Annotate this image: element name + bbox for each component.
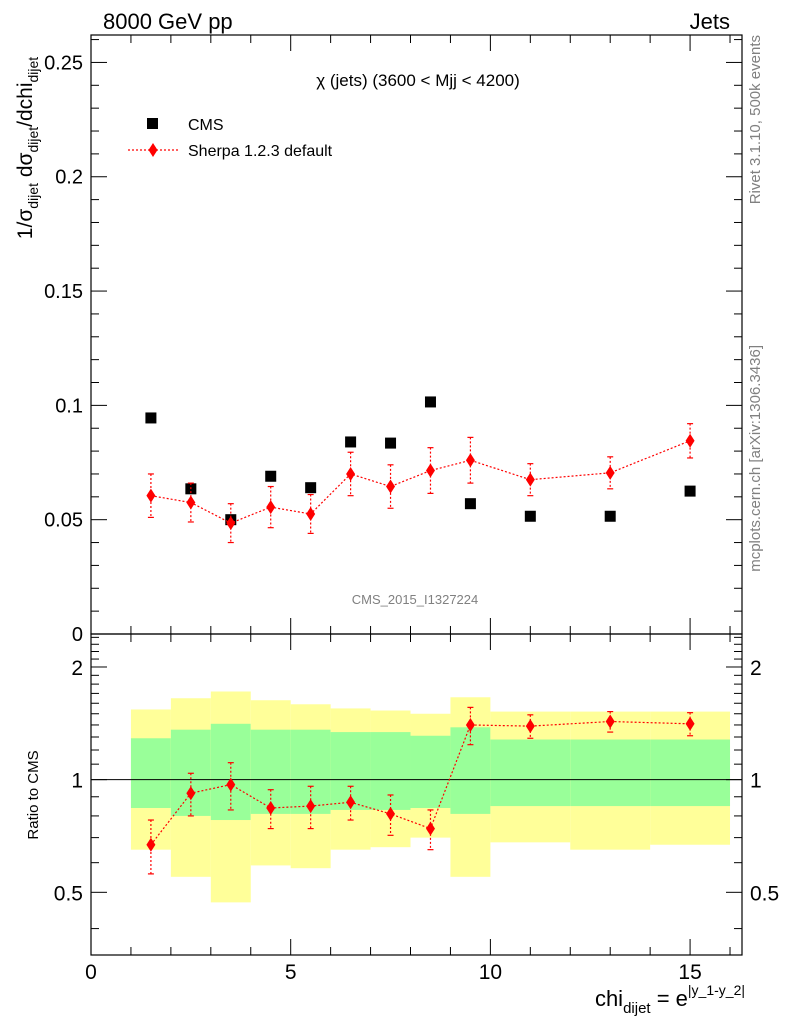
- ratio-point: [186, 786, 196, 801]
- ratio-band-inner: [570, 739, 651, 807]
- cms-point: [145, 412, 157, 424]
- cms-point: [424, 396, 436, 408]
- cms-point: [604, 510, 616, 522]
- ratio-point: [146, 837, 156, 852]
- main-y-tick-label: 0: [72, 624, 83, 646]
- legend-marker-sherpa: [148, 143, 158, 157]
- cms-point: [684, 485, 696, 497]
- main-panel: 0 0.05 0.1 0.15 0.2 0.25 χ (jets) (3600 < Mjj…: [14, 34, 743, 646]
- ratio-point: [425, 821, 435, 836]
- ratio-band-inner: [650, 739, 731, 807]
- ratio-point: [685, 716, 695, 731]
- analysis-watermark: CMS_2015_I1327224: [352, 592, 479, 607]
- ratio-line: [150, 720, 691, 846]
- legend: CMS Sherpa 1.2.3 default: [128, 117, 333, 160]
- x-tick-label: 5: [285, 961, 297, 984]
- ratio-y-tick-label-left: 1: [71, 770, 83, 793]
- ratio-y-tick-label-right: 1: [750, 770, 762, 793]
- sherpa-point: [306, 506, 316, 521]
- ratio-point: [465, 717, 475, 732]
- main-y-tick-label: 0.2: [55, 167, 83, 189]
- sherpa-point: [386, 479, 396, 494]
- x-tick-label: 10: [479, 961, 502, 984]
- ratio-band-inner: [410, 735, 451, 808]
- x-tick-label: 0: [85, 961, 97, 984]
- ratio-y-tick-label-right: 2: [750, 657, 762, 680]
- sherpa-point: [346, 466, 356, 481]
- legend-label-sherpa: Sherpa 1.2.3 default: [188, 143, 333, 160]
- main-y-tick-label: 0.05: [44, 510, 83, 532]
- sherpa-point: [525, 472, 535, 487]
- cms-point: [464, 498, 476, 510]
- cms-point: [385, 437, 397, 449]
- cms-point: [305, 482, 317, 494]
- x-tick-label: 15: [678, 961, 701, 984]
- main-y-tick-label: 0.15: [44, 281, 83, 303]
- ratio-point: [605, 714, 615, 729]
- ratio-point: [346, 795, 356, 810]
- main-y-tick-label: 0.25: [44, 52, 83, 74]
- cms-point: [524, 510, 536, 522]
- ratio-y-tick-label-left: 0.5: [54, 882, 83, 905]
- sherpa-point: [465, 453, 475, 468]
- ratio-band-inner: [490, 739, 571, 807]
- ratio-point: [306, 799, 316, 814]
- legend-label-cms: CMS: [188, 117, 224, 134]
- main-y-tick-label: 0.1: [55, 395, 83, 417]
- ratio-point: [386, 806, 396, 821]
- x-axis-label: chidijet = e|y_1-y_2|: [595, 982, 745, 1017]
- sherpa-point: [425, 463, 435, 478]
- ratio-y-tick-label-right: 0.5: [750, 882, 779, 905]
- sherpa-point: [605, 465, 615, 480]
- ratio-point: [525, 719, 535, 734]
- mcplots-label: mcplots.cern.ch [arXiv:1306.3436]: [747, 345, 764, 572]
- ratio-y-axis-label: Ratio to CMS: [25, 750, 42, 839]
- ratio-frame: [90, 633, 743, 956]
- cms-point: [265, 470, 277, 482]
- ratio-band-inner: [130, 738, 171, 808]
- main-y-axis-label: 1/σdijet dσdijet/dchidijet: [14, 57, 41, 239]
- main-title: χ (jets) (3600 < Mjj < 4200): [316, 71, 520, 90]
- ratio-y-tick-label-left: 2: [71, 657, 83, 680]
- sherpa-point: [266, 500, 276, 515]
- sherpa-point: [146, 488, 156, 503]
- sherpa-point: [685, 433, 695, 448]
- rivet-label: Rivet 3.1.10, 500k events: [747, 35, 764, 204]
- cms-point: [345, 436, 357, 448]
- ratio-point: [226, 777, 236, 792]
- legend-marker-cms: [147, 118, 158, 129]
- header-process: Jets: [690, 9, 730, 34]
- sherpa-point: [186, 495, 196, 510]
- header-energy: 8000 GeV pp: [103, 9, 233, 34]
- ratio-panel: 0.5 0.5 1 1 2 2 0 5 10 15 Ratio to CMS chidijet =…: [25, 633, 779, 1017]
- ratio-band-inner: [450, 727, 491, 814]
- ratio-band-inner: [370, 732, 411, 810]
- sherpa-point: [226, 516, 236, 531]
- sherpa-line: [150, 440, 691, 524]
- ratio-point: [266, 800, 276, 815]
